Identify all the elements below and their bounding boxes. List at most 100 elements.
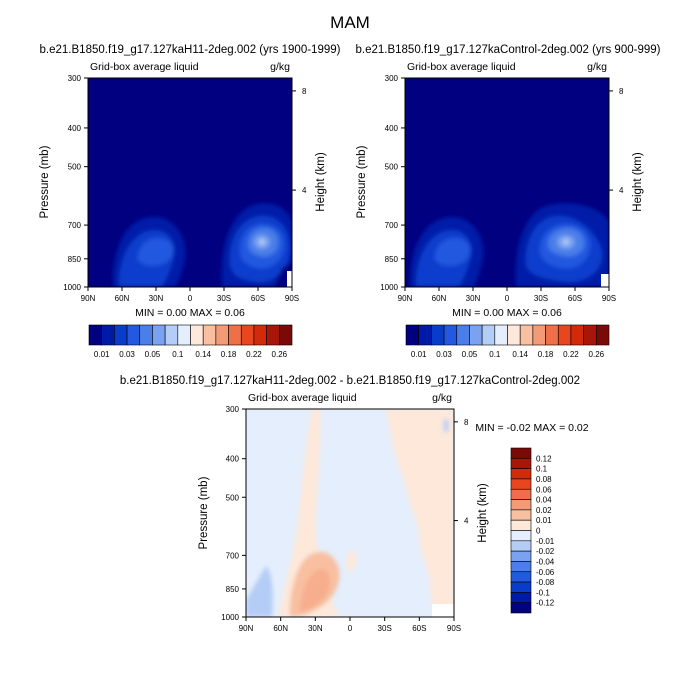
y2-tick-label: 8 [302,87,307,96]
colorbar: 0.01 0.03 0.05 0.1 0.14 0.18 0.22 0.26 [88,324,293,359]
y-tick-label: 700 [385,221,399,230]
colorbar-swatch [510,499,532,511]
x-tick-label: 60N [115,294,130,303]
variable-label: Grid-box average liquid [407,61,516,73]
colorbar-label: 0.22 [246,350,262,359]
colorbar-swatch [481,324,496,346]
colorbar-label: -0.06 [536,568,555,577]
y2-axis-label: Height (km) [632,152,644,212]
y-tick-label: 700 [68,221,82,230]
colorbar-swatch [545,324,559,346]
colorbar-swatch [510,581,532,593]
colorbar: 0.01 0.03 0.05 0.1 0.14 0.18 0.22 0.26 [405,324,610,359]
heatmap-field [88,78,292,287]
colorbar-swatch [177,324,191,346]
main-title: MAM [330,13,370,32]
colorbar-swatch [507,324,521,346]
y-tick-label: 300 [385,74,399,83]
colorbar-swatch [405,324,419,346]
colorbar-swatch [510,530,532,542]
colorbar-swatch [510,478,532,490]
x-tick-label: 0 [348,624,353,633]
x-tick-label: 30S [378,624,392,633]
colorbar-swatch [510,509,532,521]
y-tick-label: 300 [226,405,240,414]
x-tick-label: 90S [285,294,299,303]
y-tick-label: 850 [226,585,240,594]
colorbar-label: 0.18 [538,350,554,359]
colorbar-label: 0.26 [272,350,288,359]
heatmap-field [405,78,609,287]
colorbar-swatch [240,324,255,346]
colorbar-label: 0.22 [563,350,579,359]
colorbar-label: 0.1 [536,465,548,474]
x-tick-label: 60S [568,294,582,303]
y-axis-label: Pressure (mb) [356,145,368,218]
colorbar-swatch [583,324,597,346]
colorbar-label: -0.08 [536,578,555,587]
y2-tick-label: 8 [464,418,469,427]
colorbar-swatch [152,324,166,346]
colorbar-swatch [557,324,572,346]
colorbar-label: -0.04 [536,557,555,566]
x-tick-label: 0 [505,294,510,303]
colorbar-label: 0.18 [221,350,237,359]
colorbar-label: 0.05 [145,350,161,359]
y-tick-label: 850 [68,255,82,264]
colorbar-label: 0.26 [589,350,605,359]
x-tick-label: 90S [447,624,461,633]
units-label: g/kg [587,61,607,73]
colorbar-label: 0.01 [94,350,110,359]
y-tick-label: 1000 [380,283,398,292]
colorbar-swatch [164,324,179,346]
colorbar-label: 0 [536,527,541,536]
x-tick-label: 60S [251,294,265,303]
colorbar-swatch [570,324,584,346]
colorbar-swatch [519,324,534,346]
y2-axis-label: Height (km) [477,483,489,543]
colorbar-swatch [253,324,267,346]
colorbar-label: -0.01 [536,537,555,546]
panel-title: b.e21.B1850.f19_g17.127kaH11-2deg.002 (y… [40,44,341,56]
colorbar-label: 0.12 [536,454,552,463]
panel-title: b.e21.B1850.f19_g17.127kaControl-2deg.00… [356,44,661,56]
min-max-label: MIN = -0.02 MAX = 0.02 [475,422,588,434]
x-tick-label: 90N [398,294,413,303]
colorbar-label: 0.04 [536,496,552,505]
colorbar-swatch [510,458,532,469]
y-tick-label: 1000 [63,283,81,292]
colorbar-swatch [510,468,532,480]
colorbar-swatch [456,324,470,346]
y-tick-label: 500 [385,163,399,172]
panel-h11: b.e21.B1850.f19_g17.127kaH11-2deg.002 (y… [39,44,341,359]
y2-axis-label: Height (km) [315,152,327,212]
units-label: g/kg [270,61,290,73]
colorbar-swatch [202,324,217,346]
colorbar-swatch [139,324,153,346]
colorbar-label: 0.1 [489,350,501,359]
colorbar-swatch [510,447,532,459]
y-tick-label: 850 [385,255,399,264]
colorbar-swatch [532,324,546,346]
y2-tick-label: 4 [619,186,624,195]
colorbar-label: -0.12 [536,599,555,608]
panel-control: b.e21.B1850.f19_g17.127kaControl-2deg.00… [356,44,661,359]
colorbar-swatch [114,324,128,346]
colorbar-label: 0.14 [512,350,528,359]
colorbar-label: 0.02 [536,506,552,515]
colorbar-swatch [469,324,483,346]
x-tick-label: 30N [308,624,323,633]
colorbar-label: 0.01 [411,350,427,359]
x-tick-label: 30N [149,294,164,303]
colorbar-swatch [510,488,532,500]
colorbar-swatch [510,602,532,614]
colorbar-swatch [279,324,293,346]
colorbar-swatch [215,324,229,346]
colorbar-label: 0.01 [536,516,552,525]
x-tick-label: 30N [466,294,481,303]
colorbar-label: 0.14 [195,350,211,359]
x-tick-label: 90N [81,294,96,303]
x-tick-label: 60S [412,624,426,633]
y2-tick-label: 4 [464,517,469,526]
min-max-label: MIN = 0.00 MAX = 0.06 [452,307,562,319]
